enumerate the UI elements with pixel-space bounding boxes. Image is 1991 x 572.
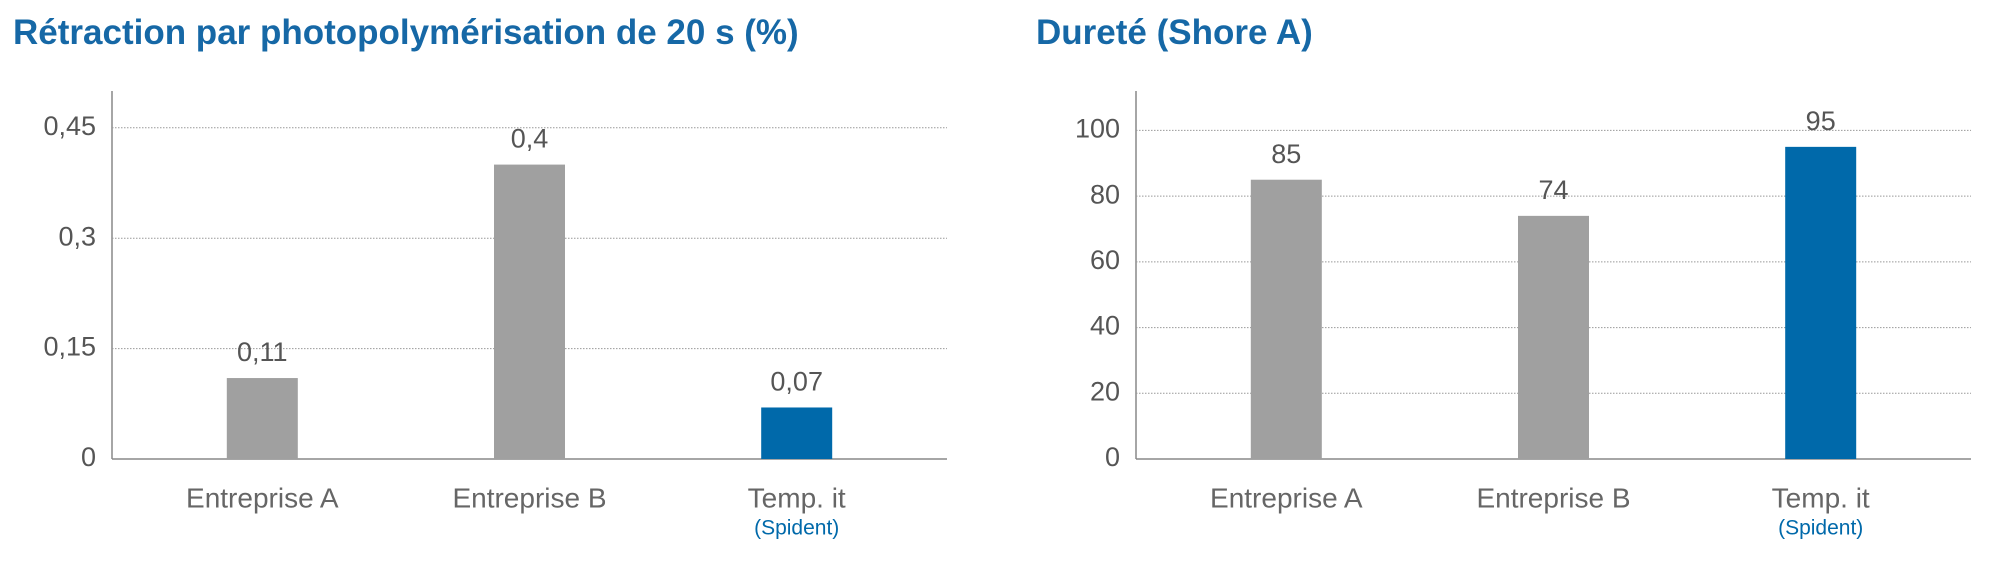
chart-title: Rétraction par photopolymérisation de 20… [13,13,799,52]
y-tick-label: 100 [1075,114,1120,144]
value-label: 85 [1271,139,1301,169]
bar [1518,215,1589,459]
value-label: 0,11 [237,337,288,367]
x-tick-sublabel: (Spident) [1778,517,1863,540]
x-tick-label: Temp. it [1772,482,1870,513]
bar [494,164,565,459]
y-tick-label: 0 [1105,442,1120,472]
x-tick-label: Entreprise A [186,482,339,513]
y-tick-label: 20 [1090,376,1120,406]
y-tick-label: 0,15 [43,332,96,362]
y-tick-label: 60 [1090,245,1120,275]
x-tick-sublabel: (Spident) [754,517,839,540]
x-tick-label: Entreprise A [1210,482,1363,513]
value-label: 0,4 [511,124,549,154]
bar [761,407,833,459]
bar [1785,146,1857,459]
chart-title: Dureté (Shore A) [1036,13,1313,52]
x-tick-label: Entreprise B [1476,482,1630,513]
y-tick-label: 40 [1090,311,1120,341]
bar [226,378,298,459]
x-tick-label: Entreprise B [452,482,606,513]
value-label: 74 [1538,175,1568,205]
value-label: 95 [1806,106,1836,136]
bar [1250,179,1322,459]
y-tick-label: 0,45 [43,111,96,141]
y-tick-label: 0,3 [58,221,96,251]
y-tick-label: 0 [81,442,96,472]
y-tick-label: 80 [1090,179,1120,209]
value-label: 0,07 [770,367,823,397]
x-tick-label: Temp. it [748,482,846,513]
